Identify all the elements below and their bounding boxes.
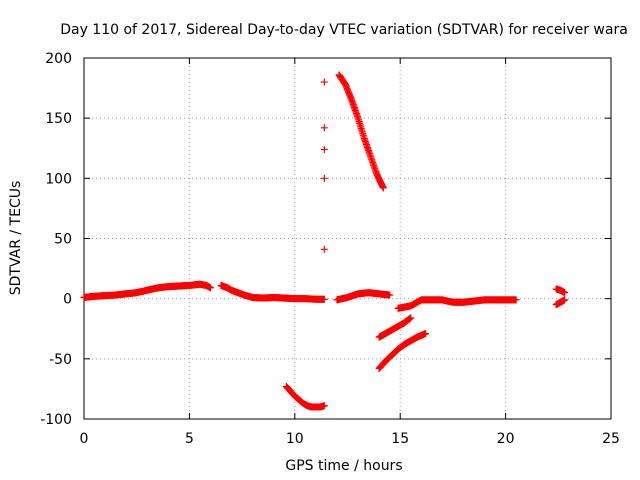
data-markers	[80, 71, 569, 411]
x-tick-label: 10	[286, 431, 304, 447]
data-point	[320, 402, 328, 410]
x-axis-label: GPS time / hours	[285, 458, 402, 474]
outlier-point	[320, 245, 328, 253]
y-tick-label: 50	[54, 232, 72, 248]
data-point	[512, 296, 520, 304]
outlier-point	[320, 145, 328, 153]
plot-frame	[83, 57, 612, 420]
data-point	[561, 296, 569, 304]
y-tick-label: -100	[40, 412, 72, 428]
y-tick-label: 200	[45, 51, 72, 67]
y-axis-label: SDTVAR / TECUs	[8, 181, 24, 296]
x-tick-label: 0	[80, 431, 89, 447]
data-point	[320, 295, 328, 303]
data-point	[386, 291, 394, 299]
y-tick-label: 100	[45, 171, 72, 187]
ticks	[83, 57, 612, 420]
chart-title: Day 110 of 2017, Sidereal Day-to-day VTE…	[60, 22, 628, 38]
outlier-point	[320, 78, 328, 86]
y-tick-label: -50	[49, 352, 72, 368]
x-tick-label: 20	[497, 431, 515, 447]
y-tick-label: 150	[45, 111, 72, 127]
data-point	[206, 284, 214, 292]
outlier-point	[320, 124, 328, 132]
data-point	[561, 289, 569, 297]
tick-labels: 0 5 10 15 20 25 -100 -50 0 50 100 150 200	[40, 51, 620, 447]
y-tick-label: 0	[63, 292, 72, 308]
grid	[84, 58, 611, 419]
x-tick-label: 5	[185, 431, 194, 447]
x-tick-label: 25	[602, 431, 620, 447]
x-tick-label: 15	[391, 431, 409, 447]
data-point	[407, 314, 415, 322]
outlier-point	[320, 174, 328, 182]
data-point	[421, 330, 429, 338]
data-point	[379, 184, 387, 192]
